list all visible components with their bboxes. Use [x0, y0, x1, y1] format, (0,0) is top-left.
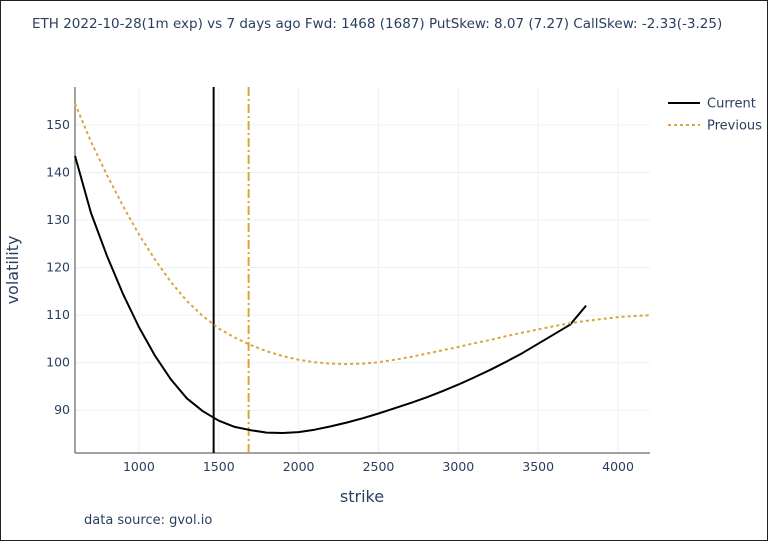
legend[interactable]: Current Previous	[668, 97, 762, 134]
axes	[74, 87, 650, 454]
x-tick-label: 1000	[123, 459, 155, 474]
x-tick-label: 4000	[602, 459, 634, 474]
legend-item-current[interactable]: Current	[668, 97, 756, 112]
x-axis-label: strike	[340, 487, 384, 506]
x-tick-label: 1500	[203, 459, 235, 474]
series-lines	[74, 103, 651, 434]
data-source-note: data source: gvol.io	[84, 513, 213, 528]
y-tick-label: 150	[46, 117, 70, 132]
legend-label: Previous	[707, 119, 762, 134]
series-line-previous	[74, 103, 651, 366]
legend-item-previous[interactable]: Previous	[668, 119, 762, 134]
x-tick-label: 2500	[363, 459, 395, 474]
y-tick-label: 120	[46, 260, 70, 275]
y-tick-label: 140	[46, 165, 70, 180]
legend-label: Current	[707, 97, 756, 112]
series-line-current	[74, 155, 587, 434]
y-tick-label: 100	[46, 355, 70, 370]
y-tick-label: 130	[46, 212, 70, 227]
y-tick-label: 90	[54, 402, 70, 417]
x-tick-label: 3000	[442, 459, 474, 474]
chart-title: ETH 2022-10-28(1m exp) vs 7 days ago Fwd…	[32, 16, 723, 32]
x-tick-label: 3500	[522, 459, 554, 474]
forward-lines	[212, 87, 250, 453]
y-tick-label: 110	[46, 307, 70, 322]
x-tick-label: 2000	[283, 459, 315, 474]
gridlines	[75, 87, 650, 453]
tick-labels: 1000 1500 2000 2500 3000 3500 4000 90 100 110 120 1…	[46, 117, 634, 474]
y-axis-label: volatility	[3, 236, 22, 305]
